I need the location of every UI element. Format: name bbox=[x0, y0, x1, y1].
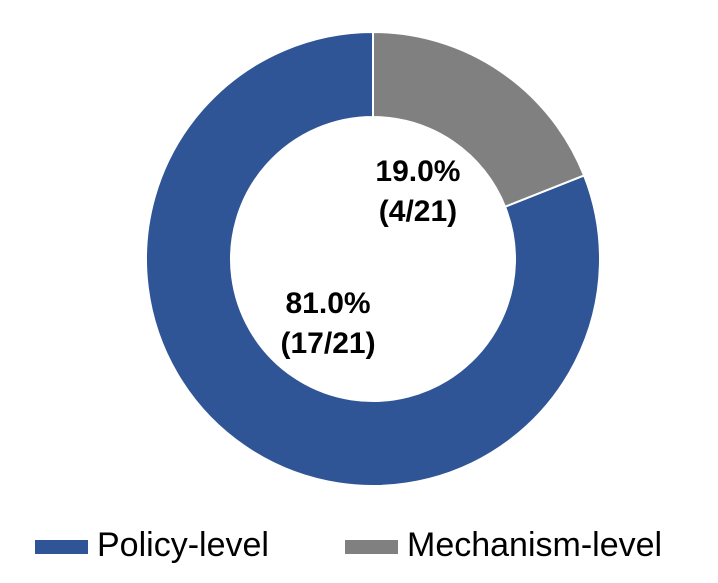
fraction-label: (17/21) bbox=[281, 327, 376, 360]
value-label: 81.0% bbox=[285, 287, 370, 320]
legend-swatch bbox=[345, 540, 398, 554]
legend-swatch bbox=[35, 540, 88, 554]
slice bbox=[372, 30, 586, 209]
legend-label: Mechanism-level bbox=[407, 526, 662, 564]
value-label: 19.0% bbox=[375, 155, 460, 188]
legend-label: Policy-level bbox=[97, 526, 269, 564]
slice bbox=[145, 30, 601, 487]
fraction-label: (4/21) bbox=[379, 195, 457, 228]
